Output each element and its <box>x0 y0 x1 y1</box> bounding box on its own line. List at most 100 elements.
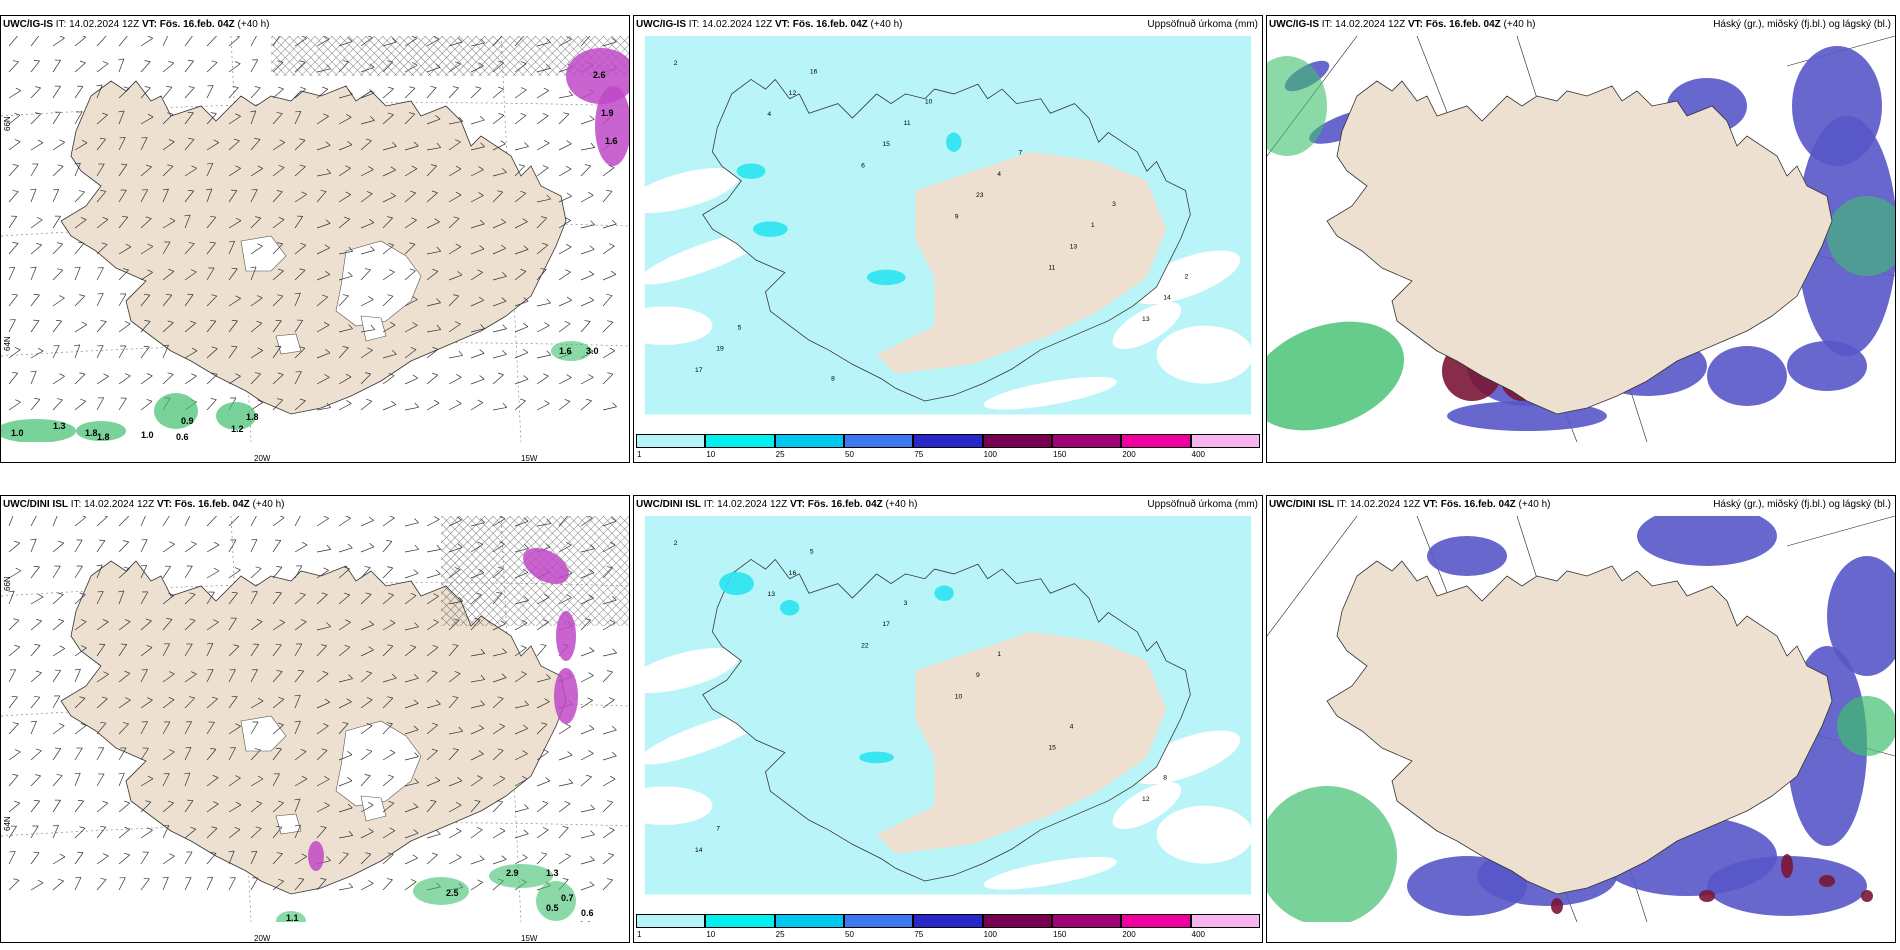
wind-barb <box>6 138 20 150</box>
wind-barb <box>423 84 436 98</box>
wind-barb <box>115 395 127 410</box>
wind-barb <box>514 804 529 812</box>
wind-barb <box>513 829 528 838</box>
wind-barb <box>580 830 595 838</box>
wind-barb <box>556 268 570 280</box>
wind-barb <box>599 319 612 332</box>
low-cloud-area <box>1551 898 1563 914</box>
wind-barb <box>291 516 302 526</box>
low-cloud-area <box>1781 854 1793 878</box>
wind-barb <box>49 693 60 708</box>
wind-speed-label: 2.6 <box>593 70 606 80</box>
wind-barb <box>137 849 149 864</box>
wind-barb <box>513 853 528 864</box>
wind-barb <box>447 373 462 384</box>
wind-barb <box>600 696 614 708</box>
no-precip-area <box>1157 326 1254 384</box>
colorbar-tick-label: 400 <box>1192 930 1205 939</box>
wind-speed-label: 0.6 <box>581 908 594 918</box>
wind-barb <box>93 876 106 890</box>
wind-barb <box>203 396 216 410</box>
wind-barb <box>138 397 152 410</box>
colorbar-tick-label: 1 <box>637 930 641 939</box>
wind-speed-label: 1.2 <box>231 424 244 434</box>
wind-speed-label: 1.0 <box>141 430 154 440</box>
wind-barb <box>424 371 438 384</box>
wind-barb <box>26 187 36 202</box>
colorbar-swatch <box>913 914 982 928</box>
wind-barb <box>26 719 36 734</box>
wind-barb <box>94 516 108 526</box>
wind-barb <box>269 538 281 552</box>
wind-barb <box>115 538 128 552</box>
wind-barb <box>203 516 216 526</box>
wind-barb <box>26 265 36 280</box>
wind-barb <box>160 540 174 552</box>
wind-barb <box>26 537 36 552</box>
precip-value-label: 11 <box>904 120 911 127</box>
wind-barb <box>338 543 353 552</box>
wind-barb <box>534 826 548 838</box>
wind-barb <box>4 516 14 526</box>
mid-cloud-area <box>1427 536 1507 576</box>
wind-map: 2.91.32.50.50.70.60.91.1 <box>1 516 629 922</box>
wind-barb <box>469 375 484 384</box>
panel-title: UWC/IG-IS IT: 14.02.2024 12Z VT: Fös. 16… <box>636 19 903 30</box>
wind-barb <box>579 671 594 682</box>
wind-barb <box>93 36 106 46</box>
wind-map-panel-1: UWC/IG-IS IT: 14.02.2024 12Z VT: Fös. 16… <box>0 15 630 463</box>
wind-speed-label: 1.8 <box>85 428 98 438</box>
wind-speed-label: 1.8 <box>97 432 110 442</box>
wind-barb <box>93 395 104 410</box>
colorbar-tick-label: 75 <box>914 450 923 459</box>
wind-barb <box>28 617 42 630</box>
wind-barb <box>93 291 104 306</box>
heavy-precip-area <box>719 572 754 595</box>
precip-value-label: 17 <box>882 621 890 628</box>
wind-barb <box>292 541 307 552</box>
wind-barb <box>137 344 149 358</box>
wind-barb <box>602 751 617 760</box>
precip-value-label: 17 <box>695 367 703 374</box>
wind-map-panel-2: UWC/DINI ISL IT: 14.02.2024 12Z VT: Fös.… <box>0 495 630 943</box>
wind-barb <box>115 343 126 358</box>
mid-cloud-area <box>1787 341 1867 391</box>
wind-barb <box>70 771 80 786</box>
wind-barb <box>599 668 612 682</box>
wind-barb <box>204 59 218 72</box>
wind-barb <box>115 36 128 46</box>
precip-value-label: 9 <box>955 213 959 220</box>
wind-barb <box>535 776 550 786</box>
wind-barb <box>381 400 396 410</box>
wind-barb <box>403 853 418 864</box>
wind-barb <box>5 162 18 176</box>
wind-barb <box>49 798 61 812</box>
wind-barb <box>270 516 284 526</box>
colorbar-tick-label: 200 <box>1122 450 1135 459</box>
colorbar-swatch <box>983 914 1052 928</box>
wind-barb <box>314 516 328 526</box>
colorbar-tick-label: 200 <box>1122 930 1135 939</box>
wind-barb <box>71 84 83 98</box>
wind-barb <box>535 321 550 332</box>
wind-barb <box>247 516 258 526</box>
wind-barb <box>27 396 40 410</box>
wind-barb <box>225 516 238 526</box>
lon-label: 20W <box>254 454 270 463</box>
wind-barb <box>5 849 16 864</box>
wind-barb <box>580 804 595 812</box>
wind-barb <box>404 545 419 552</box>
wind-barb <box>602 648 617 656</box>
wind-speed-label: 0.9 <box>579 920 592 922</box>
wind-barb <box>180 516 191 526</box>
colorbar-swatch <box>844 434 913 448</box>
magenta-contour <box>308 841 324 871</box>
wind-barb <box>160 852 174 864</box>
precip-value-label: 8 <box>831 376 835 383</box>
wind-barb <box>579 749 594 760</box>
wind-barb <box>138 372 152 384</box>
wind-barb <box>226 36 240 46</box>
heavy-precip-area <box>859 752 894 764</box>
wind-barb <box>72 516 86 526</box>
wind-barb <box>28 216 42 228</box>
